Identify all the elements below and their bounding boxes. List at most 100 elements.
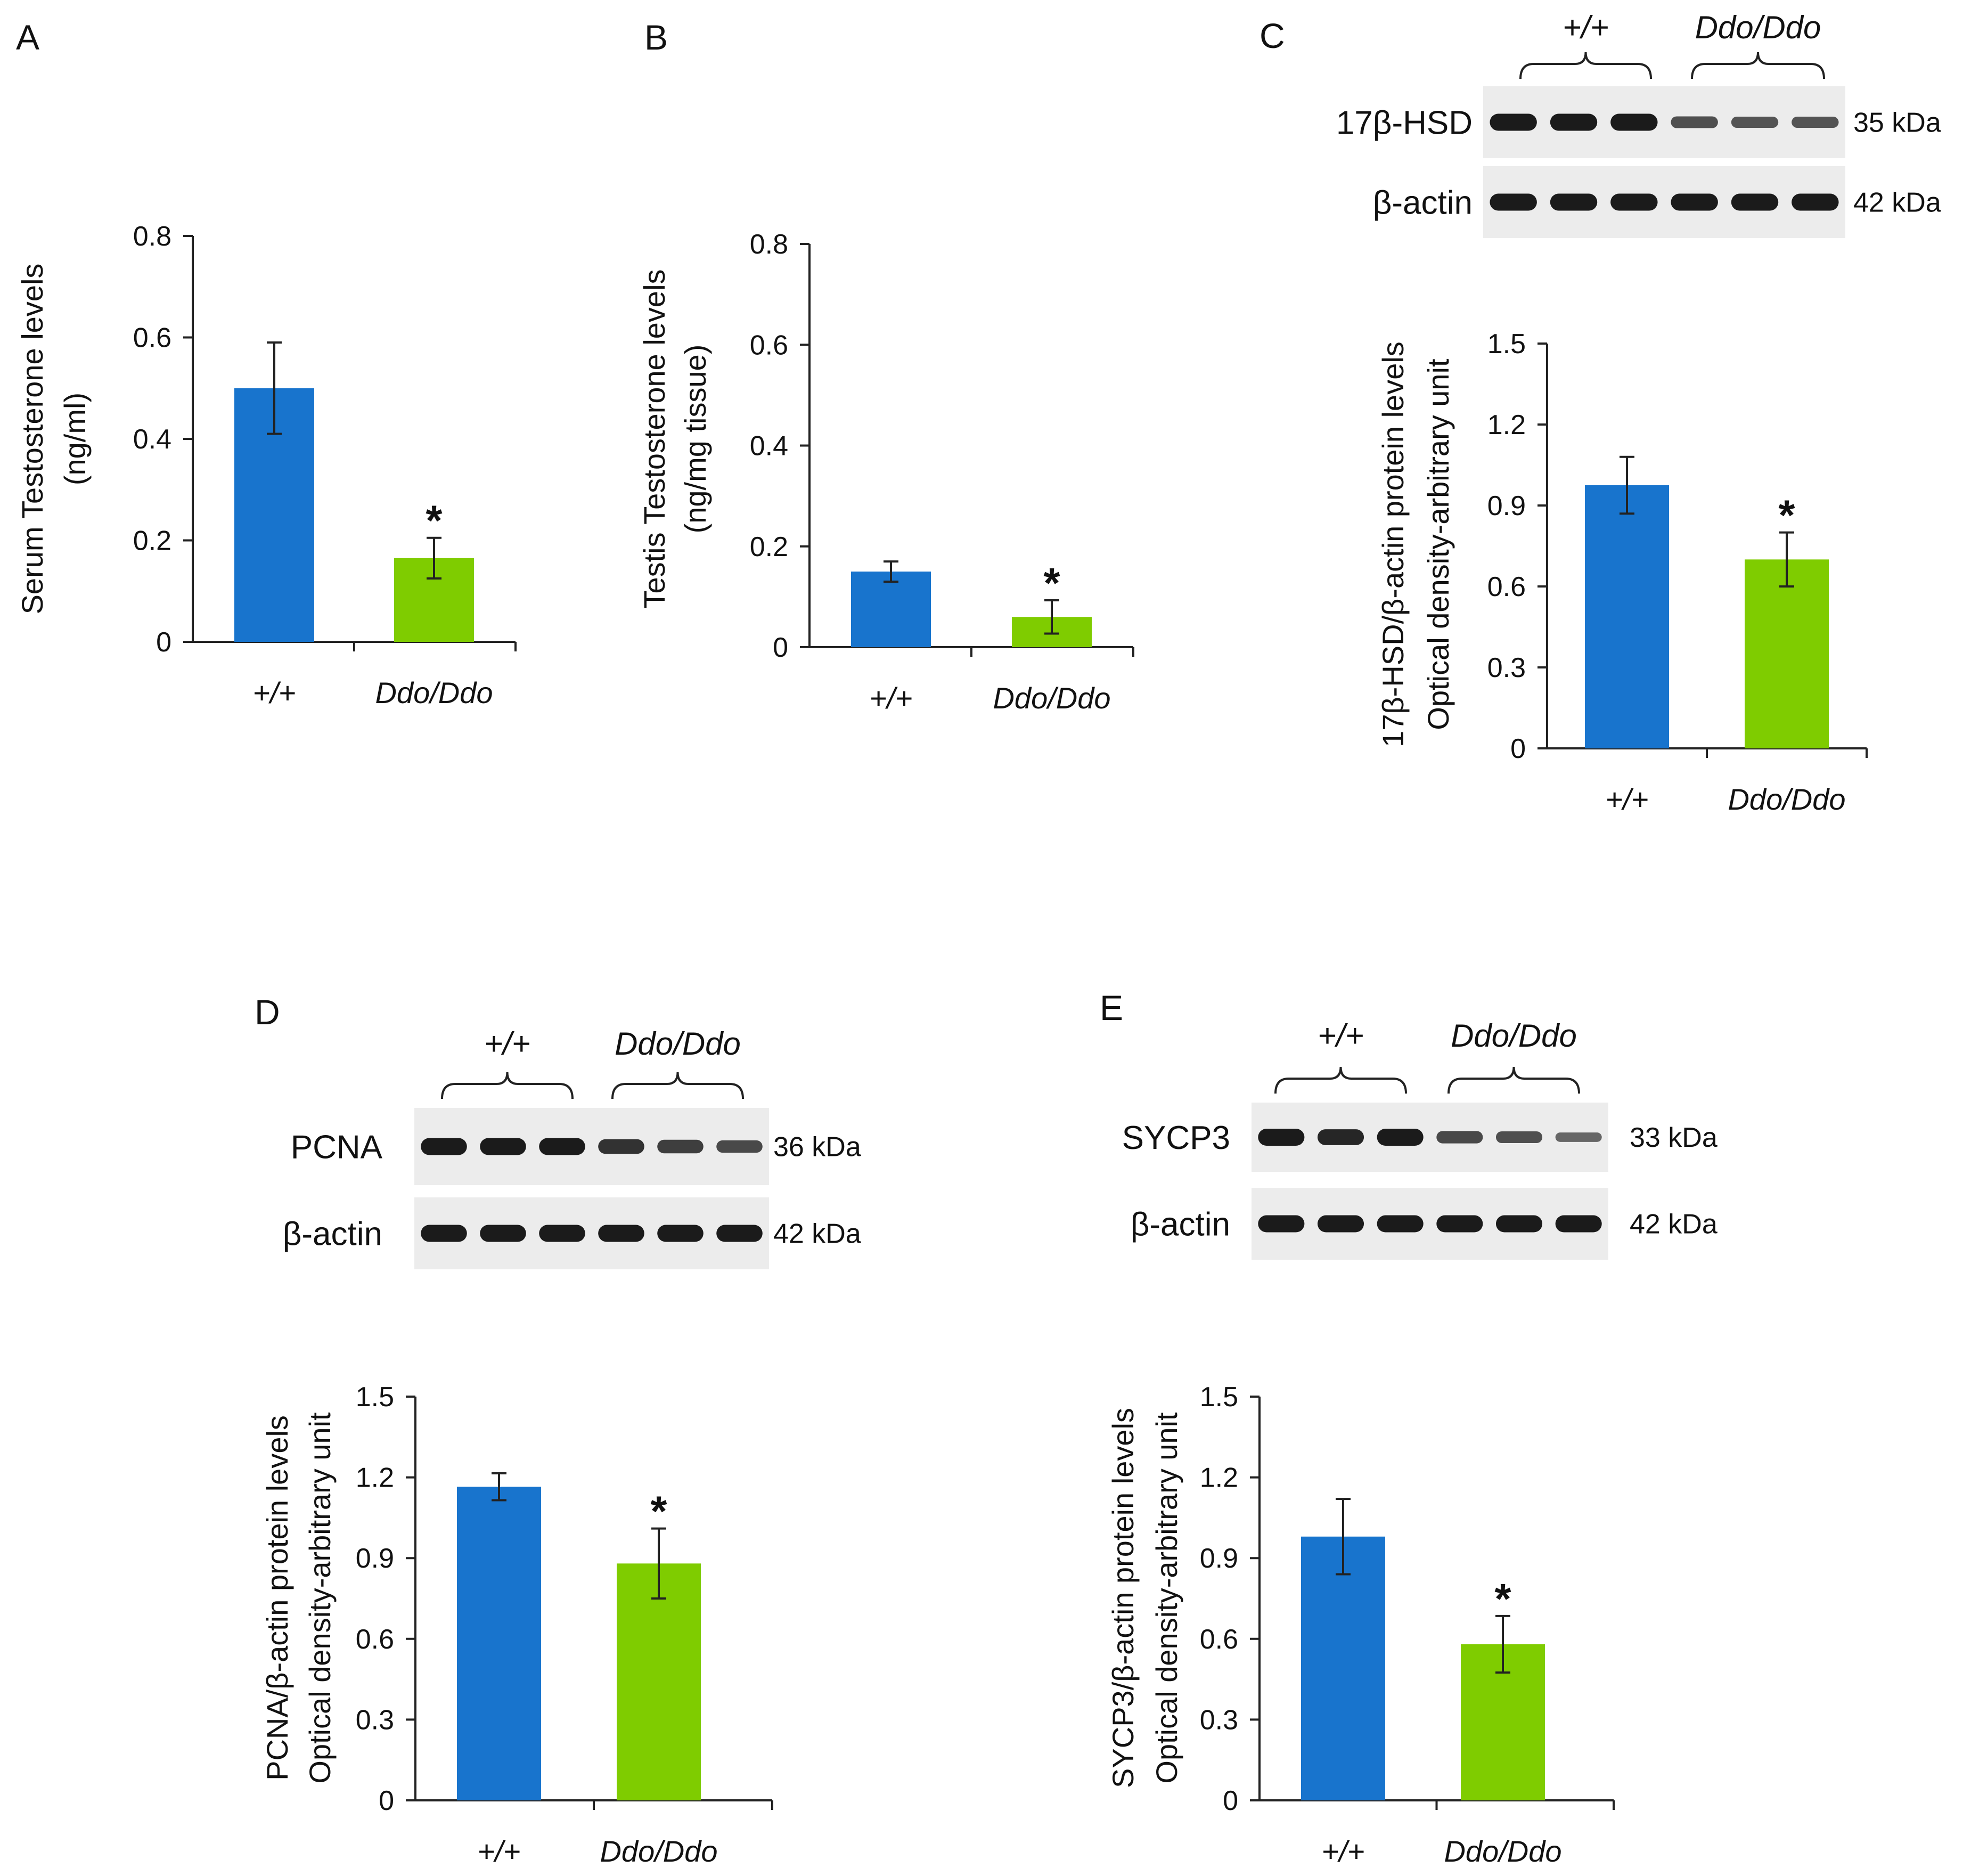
y-tick-label: 0.9 <box>1487 491 1526 521</box>
blot-band <box>716 1140 763 1153</box>
bar-wt <box>851 572 931 647</box>
panel-letter: B <box>644 18 668 57</box>
y-tick-label: 0.6 <box>1487 572 1526 602</box>
y-tick-label: 0 <box>156 627 171 658</box>
group-label: Ddo/Ddo <box>1451 1018 1577 1054</box>
chart-d: D 0 0.3 0.6 0.9 1.2 1.5 +/+ * Ddo/Ddo PCNA/β-actin… <box>255 992 773 1868</box>
blot-band <box>598 1225 644 1242</box>
blot-band <box>657 1139 704 1154</box>
x-category-label: Ddo/Ddo <box>993 681 1110 715</box>
y-axis-label: Testis Testosterone levels <box>637 269 671 608</box>
blot-band <box>1258 1129 1305 1146</box>
blot-band <box>480 1225 526 1242</box>
significance-star: * <box>1494 1575 1511 1622</box>
blot-band <box>1610 193 1658 211</box>
y-tick-label: 0.6 <box>1200 1624 1238 1655</box>
bar-ddo <box>1745 559 1829 748</box>
group-brace <box>1691 52 1825 79</box>
y-tick-label: 0.3 <box>1487 652 1526 683</box>
y-tick-label: 0.8 <box>750 229 788 260</box>
blot-band <box>1792 117 1839 128</box>
significance-star: * <box>1043 559 1060 607</box>
y-tick-label: 0.6 <box>750 330 788 361</box>
x-category-label: Ddo/Ddo <box>375 676 493 709</box>
blot-band <box>1317 1215 1364 1233</box>
bar-ddo <box>617 1563 701 1800</box>
significance-star: * <box>650 1488 667 1535</box>
blot-d: +/+ Ddo/Ddo PCNA 36 kDa β-actin 42 kDa <box>283 1026 861 1269</box>
group-label: +/+ <box>1563 10 1609 45</box>
y-axis-label: PCNA/β-actin protein levels <box>260 1415 294 1781</box>
y-tick-label: 0 <box>1223 1785 1238 1816</box>
panel-letter: D <box>255 992 280 1032</box>
protein-label: β-actin <box>1373 185 1473 222</box>
y-tick-label: 1.5 <box>1200 1382 1238 1413</box>
panel-letter: A <box>16 18 39 57</box>
blot-band <box>657 1225 704 1242</box>
blot-band <box>421 1225 467 1242</box>
group-brace <box>611 1072 744 1099</box>
y-axis-label: Serum Testosterone levels <box>15 264 49 615</box>
protein-label: β-actin <box>283 1216 382 1253</box>
y-axis-label: 17β-HSD/β-actin protein levels <box>1376 341 1410 747</box>
blot-band <box>539 1138 585 1155</box>
y-axis-label: (ng/ml) <box>58 393 92 485</box>
y-axis-label: Optical density-arbitrary unit <box>1150 1412 1183 1784</box>
y-tick-label: 1.5 <box>1487 329 1526 360</box>
blot-membrane <box>414 1197 769 1269</box>
group-label: Ddo/Ddo <box>1695 10 1821 45</box>
y-axis-label: (ng/mg tissue) <box>678 345 712 534</box>
kda-label: 35 kDa <box>1853 108 1941 138</box>
chart-b: B 0 0.2 0.4 0.6 0.8 +/+ * Ddo/Ddo Testis Testoste… <box>637 18 1134 715</box>
protein-label: 17β-HSD <box>1336 105 1473 142</box>
y-axis-label: Optical density-arbitrary unit <box>303 1412 337 1784</box>
blot-band <box>1495 1131 1543 1144</box>
x-category-label: +/+ <box>253 676 296 709</box>
blot-band <box>1555 1132 1602 1142</box>
x-category-label: Ddo/Ddo <box>600 1834 717 1868</box>
kda-label: 36 kDa <box>773 1132 861 1163</box>
chart-e: E 0 0.3 0.6 0.9 1.2 1.5 +/+ * Ddo/Ddo SYCP3/β-acti… <box>1100 988 1615 1868</box>
kda-label: 42 kDa <box>773 1219 861 1250</box>
y-tick-label: 1.5 <box>356 1382 394 1413</box>
blot-band <box>1377 1129 1424 1146</box>
kda-label: 42 kDa <box>1853 187 1941 218</box>
blot-band <box>1731 117 1779 128</box>
blot-band <box>539 1225 585 1242</box>
blot-band <box>1550 113 1598 131</box>
bar-wt <box>1301 1536 1385 1800</box>
y-tick-label: 0.8 <box>133 221 171 252</box>
y-tick-label: 0 <box>379 1785 394 1816</box>
y-tick-label: 0.3 <box>356 1704 394 1735</box>
group-brace <box>441 1072 574 1099</box>
y-tick-label: 0.4 <box>750 431 788 462</box>
blot-band <box>1490 193 1537 211</box>
chart-c: C 0 0.3 0.6 0.9 1.2 1.5 +/+ * Ddo/Ddo 17β-HSD/β-ac… <box>1260 16 1868 816</box>
blot-band <box>1792 193 1839 211</box>
y-tick-label: 0 <box>1510 733 1526 764</box>
significance-star: * <box>426 497 443 544</box>
group-brace <box>1447 1066 1580 1094</box>
blot-band <box>480 1138 526 1155</box>
blot-band <box>1258 1215 1305 1233</box>
y-tick-label: 0.2 <box>750 532 788 562</box>
group-label: +/+ <box>1318 1018 1364 1054</box>
blot-membrane <box>1252 1103 1608 1172</box>
y-tick-label: 0.6 <box>133 323 171 354</box>
protein-label: PCNA <box>291 1129 383 1166</box>
blot-band <box>421 1138 467 1155</box>
y-tick-label: 0.4 <box>133 424 171 455</box>
x-category-label: Ddo/Ddo <box>1728 782 1845 816</box>
blot-band <box>1495 1215 1543 1233</box>
bar-wt <box>457 1487 541 1800</box>
kda-label: 33 kDa <box>1630 1122 1718 1153</box>
chart-a: A 0 0.2 0.4 0.6 0.8 +/+ * Ddo/Ddo Serum Testoster… <box>15 18 517 709</box>
group-label: +/+ <box>484 1026 530 1062</box>
y-tick-label: 1.2 <box>1487 410 1526 441</box>
blot-e: +/+ Ddo/Ddo SYCP3 33 kDa β-actin 42 kDa <box>1122 1018 1718 1260</box>
blot-membrane <box>1483 86 1845 158</box>
y-tick-label: 1.2 <box>1200 1463 1238 1494</box>
blot-band <box>1555 1215 1602 1233</box>
blot-band <box>1731 193 1779 211</box>
